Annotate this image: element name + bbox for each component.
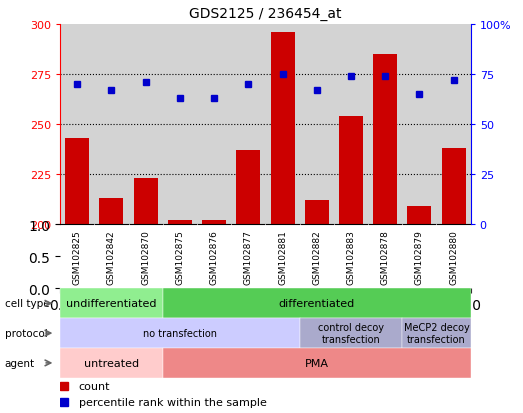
Text: GSM102882: GSM102882 — [312, 230, 321, 285]
Text: agent: agent — [5, 358, 35, 368]
Bar — [65, 139, 89, 225]
Text: cell type: cell type — [5, 299, 50, 309]
Text: undifferentiated: undifferentiated — [66, 299, 157, 309]
Text: GSM102878: GSM102878 — [381, 230, 390, 285]
Text: MeCP2 decoy
transfection: MeCP2 decoy transfection — [404, 323, 469, 344]
Text: GSM102877: GSM102877 — [244, 230, 253, 285]
Text: PMA: PMA — [305, 358, 329, 368]
Text: GSM102876: GSM102876 — [210, 230, 219, 285]
Text: GSM102825: GSM102825 — [73, 230, 82, 285]
Text: GSM102880: GSM102880 — [449, 230, 458, 285]
Bar — [134, 179, 157, 225]
Text: control decoy
transfection: control decoy transfection — [318, 323, 384, 344]
Text: GSM102879: GSM102879 — [415, 230, 424, 285]
Bar — [99, 199, 123, 225]
Text: GSM102881: GSM102881 — [278, 230, 287, 285]
Bar — [168, 221, 192, 225]
Text: protocol: protocol — [5, 328, 48, 338]
Title: GDS2125 / 236454_at: GDS2125 / 236454_at — [189, 7, 342, 21]
Bar — [305, 201, 329, 225]
Text: GSM102875: GSM102875 — [175, 230, 185, 285]
Bar — [270, 33, 294, 225]
Text: differentiated: differentiated — [279, 299, 355, 309]
Bar — [441, 149, 465, 225]
Text: no transfection: no transfection — [143, 328, 217, 338]
Text: untreated: untreated — [84, 358, 139, 368]
Bar — [236, 151, 260, 225]
Bar — [202, 221, 226, 225]
Text: percentile rank within the sample: percentile rank within the sample — [78, 397, 267, 407]
Bar — [373, 55, 397, 225]
Text: count: count — [78, 381, 110, 391]
Text: GSM102842: GSM102842 — [107, 230, 116, 284]
Bar — [407, 206, 431, 225]
Text: GSM102870: GSM102870 — [141, 230, 150, 285]
Text: GSM102883: GSM102883 — [346, 230, 356, 285]
Bar — [339, 117, 363, 225]
